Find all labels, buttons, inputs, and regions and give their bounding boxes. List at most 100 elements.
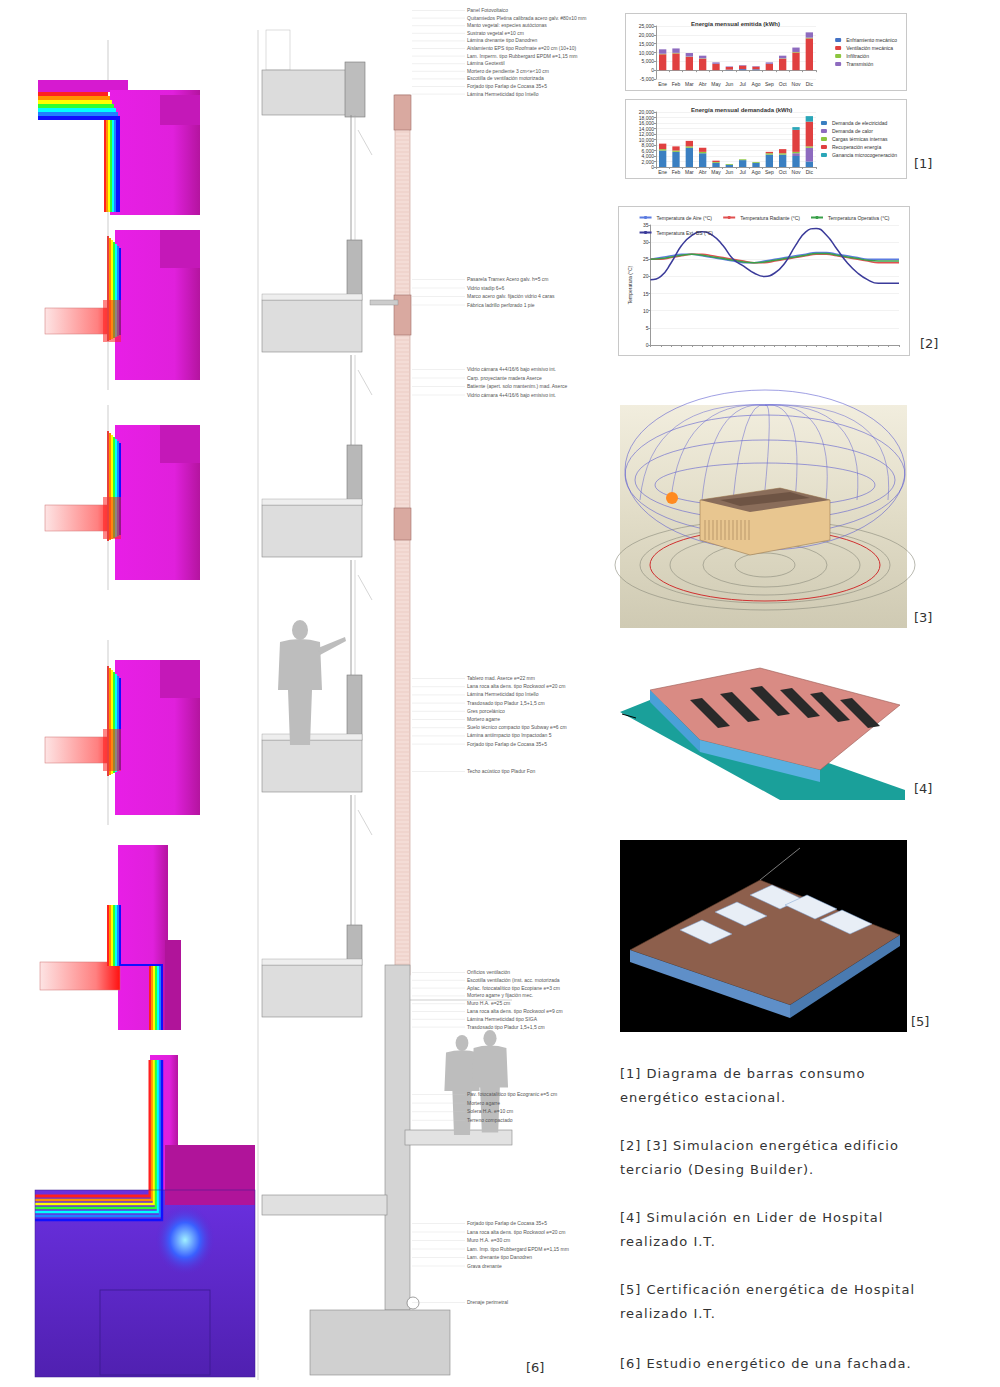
svg-text:Vidrio cámara 4+4/16/6 bajo em: Vidrio cámara 4+4/16/6 bajo emisivo int. [467,366,556,372]
svg-text:Jul: Jul [739,81,745,87]
svg-text:Forjado tipo Farlap de Cocasa: Forjado tipo Farlap de Cocasa 35+5 [467,1220,547,1226]
svg-text:15: 15 [643,291,649,297]
svg-text:Demanda de electricidad: Demanda de electricidad [832,120,888,126]
svg-text:Quitamiedos Pletina calibrada: Quitamiedos Pletina calibrada acero galv… [467,15,586,21]
svg-text:Energía mensual emitida (kWh): Energía mensual emitida (kWh) [691,21,780,27]
svg-text:Escotilla de ventilación motor: Escotilla de ventilación motorizada [467,75,544,81]
svg-text:4,000: 4,000 [641,153,654,159]
svg-text:Lámina Geotextil: Lámina Geotextil [467,60,505,66]
svg-text:Trasdosado tipo Pladur 1,5+1,5: Trasdosado tipo Pladur 1,5+1,5 cm [467,700,545,706]
svg-text:Terreno compactado: Terreno compactado [467,1117,513,1123]
svg-text:Muro H.A. e=30 cm: Muro H.A. e=30 cm [467,1237,510,1243]
svg-text:20: 20 [643,273,649,279]
svg-text:Carp. proyectante madera Aserc: Carp. proyectante madera Aserce [467,375,542,381]
svg-text:Drenaje perimetral: Drenaje perimetral [467,1299,508,1305]
svg-text:Lam. drenante tipo Danodren: Lam. drenante tipo Danodren [467,1254,532,1260]
svg-text:2,000: 2,000 [641,159,654,165]
svg-text:Recuperación energía: Recuperación energía [832,144,881,150]
svg-text:Temperatura (°C): Temperatura (°C) [627,265,633,304]
svg-text:Temperatura Operativa (°C): Temperatura Operativa (°C) [828,215,890,221]
svg-text:Trasdosado tipo Pladur 1,5+1,5: Trasdosado tipo Pladur 1,5+1,5 cm [467,1024,545,1030]
svg-text:Grava drenante: Grava drenante [467,1263,502,1269]
svg-text:Ganancia microcogeneración: Ganancia microcogeneración [832,152,897,158]
svg-text:8,000: 8,000 [641,142,654,148]
svg-text:Dic: Dic [806,81,814,87]
svg-text:Lana roca alta dens. tipo Rock: Lana roca alta dens. tipo Rockwool e=20 … [467,1229,566,1235]
svg-text:Jul: Jul [739,169,745,175]
svg-text:16,000: 16,000 [639,120,655,126]
svg-text:Nov: Nov [792,169,801,175]
svg-text:Batiente (apert. solo mantenim: Batiente (apert. solo mantenim.) mad. As… [467,383,568,389]
svg-text:10,000: 10,000 [639,50,655,56]
svg-text:Dic: Dic [806,169,814,175]
svg-text:Muro H.A. e=25 cm: Muro H.A. e=25 cm [467,1000,510,1006]
svg-text:6,000: 6,000 [641,148,654,154]
svg-text:Feb: Feb [672,81,681,87]
svg-text:5: 5 [646,325,649,331]
svg-text:0: 0 [651,67,654,73]
svg-text:Manto vegetal: especies autóct: Manto vegetal: especies autóctonas [467,22,547,28]
svg-text:Pasarela Tramex Acero galv. h=: Pasarela Tramex Acero galv. h=5 cm [467,276,548,282]
svg-text:35: 35 [643,222,649,228]
svg-text:25: 25 [643,256,649,262]
svg-text:Infiltración: Infiltración [846,53,869,59]
svg-text:Mortero agarre y fijación mec.: Mortero agarre y fijación mec. [467,992,533,998]
svg-text:30: 30 [643,239,649,245]
svg-text:Feb: Feb [672,169,681,175]
svg-text:Mortero agarre: Mortero agarre [467,1100,500,1106]
svg-text:Escotilla ventilación (inst. a: Escotilla ventilación (inst. acc. motori… [467,977,560,983]
svg-text:Forjado tipo Farlap de Cocasa: Forjado tipo Farlap de Cocasa 35+5 [467,83,547,89]
svg-text:15,000: 15,000 [639,41,655,47]
svg-text:Abr: Abr [699,81,707,87]
svg-text:5,000: 5,000 [641,58,654,64]
svg-text:Abr: Abr [699,169,707,175]
svg-text:Mortero de pendiente 3 cm<e<10: Mortero de pendiente 3 cm<e<10 cm [467,68,549,74]
svg-text:Mar: Mar [685,169,694,175]
svg-text:Vidrio stadip 6+6: Vidrio stadip 6+6 [467,285,505,291]
svg-text:Panel Fotovoltaico: Panel Fotovoltaico [467,7,508,13]
svg-text:Jun: Jun [725,169,733,175]
svg-text:10,000: 10,000 [639,137,655,143]
svg-text:Lam. Imp. tipo Rubbergard EPDM: Lam. Imp. tipo Rubbergard EPDM e=1,15 mm [467,1246,569,1252]
svg-text:Cargas térmicas internas: Cargas térmicas internas [832,136,888,142]
svg-text:Transmisión: Transmisión [846,61,873,67]
svg-text:Aislamiento EPS tipo Roofmate: Aislamiento EPS tipo Roofmate e=20 cm (1… [467,45,577,51]
svg-text:-5,000: -5,000 [640,76,654,82]
svg-text:Fábrica ladrillo perforado 1 p: Fábrica ladrillo perforado 1 pie [467,302,535,308]
svg-text:Ene: Ene [658,169,667,175]
svg-text:Vidrio cámara 4+4/16/6 bajo em: Vidrio cámara 4+4/16/6 bajo emisivo int. [467,392,556,398]
svg-text:Lámina drenante tipo Danodren: Lámina drenante tipo Danodren [467,37,538,43]
svg-text:20,000: 20,000 [639,32,655,38]
svg-text:Energía mensual demandada (kWh: Energía mensual demandada (kWh) [691,107,792,113]
svg-text:0: 0 [651,164,654,170]
svg-text:Solera H.A. e=10 cm: Solera H.A. e=10 cm [467,1108,513,1114]
svg-text:Mar: Mar [685,81,694,87]
svg-text:Sep: Sep [765,169,774,175]
svg-text:Aplac. fotocatalítico tipo Eco: Aplac. fotocatalítico tipo Ecopiane e=3 … [467,985,560,991]
svg-text:25,000: 25,000 [639,23,655,29]
svg-text:18,000: 18,000 [639,115,655,121]
svg-text:Sustrato vegetal e=10 cm: Sustrato vegetal e=10 cm [467,30,524,36]
svg-text:Lámina Hermeticidad tipo Intel: Lámina Hermeticidad tipo Intello [467,691,539,697]
svg-text:Lámina antiimpacto tipo Impact: Lámina antiimpacto tipo Impactodan 5 [467,732,552,738]
svg-text:Orificios ventilación: Orificios ventilación [467,969,510,975]
svg-text:Lam. Imperm. tipo Rubbergard E: Lam. Imperm. tipo Rubbergard EPDM e=1,15… [467,53,577,59]
svg-text:Temperatura Radiante (°C): Temperatura Radiante (°C) [740,215,800,221]
svg-text:Ago: Ago [752,81,761,87]
svg-text:Suelo técnico compacto tipo Su: Suelo técnico compacto tipo Subway e=6 c… [467,724,567,730]
svg-text:Lana roca alta dens. tipo Rock: Lana roca alta dens. tipo Rockwool e=9 c… [467,1008,563,1014]
svg-text:Lámina Hermeticidad tipo Intel: Lámina Hermeticidad tipo Intello [467,91,539,97]
svg-text:Ventilación mecánica: Ventilación mecánica [846,45,893,51]
svg-text:Enfriamiento mecánico: Enfriamiento mecánico [846,37,897,43]
svg-text:14,000: 14,000 [639,126,655,132]
svg-text:Marco acero galv. fijación vid: Marco acero galv. fijación vidrio 4 cara… [467,293,555,299]
svg-text:Lámina Hermeticidad tipo SIGA: Lámina Hermeticidad tipo SIGA [467,1016,538,1022]
svg-text:Ago: Ago [752,169,761,175]
svg-text:Jun: Jun [725,81,733,87]
svg-text:Lana roca alta dens. tipo Rock: Lana roca alta dens. tipo Rockwool e=20 … [467,683,566,689]
svg-text:May: May [711,81,721,87]
svg-text:Gres porcelánico: Gres porcelánico [467,708,505,714]
svg-text:Demanda de calor: Demanda de calor [832,128,873,134]
svg-text:Pav. fotocatalítico tipo Ecogr: Pav. fotocatalítico tipo Ecogranic e=5 c… [467,1091,557,1097]
svg-text:Techo acústico tipo Pladur Fon: Techo acústico tipo Pladur Fon [467,768,536,774]
